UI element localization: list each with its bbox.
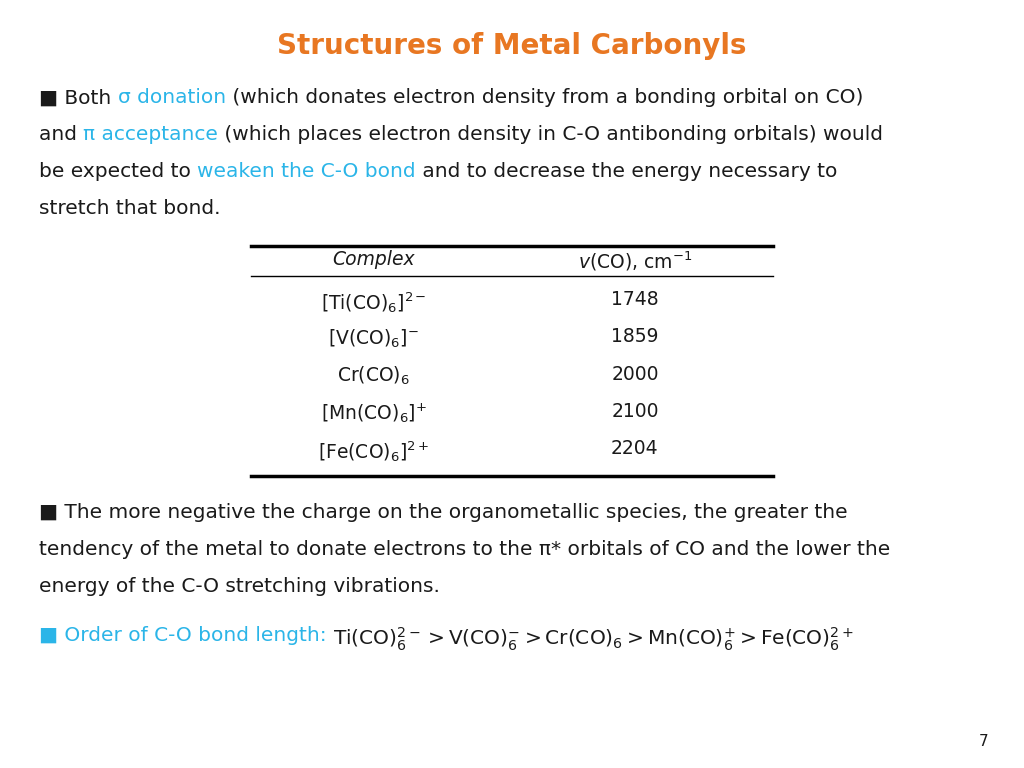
Text: and: and: [39, 125, 83, 144]
Text: $\mathrm{Cr(CO)_6}$: $\mathrm{Cr(CO)_6}$: [337, 365, 411, 387]
Text: tendency of the metal to donate electrons to the π* orbitals of CO and the lower: tendency of the metal to donate electron…: [39, 540, 890, 559]
Text: π acceptance: π acceptance: [83, 125, 218, 144]
Text: stretch that bond.: stretch that bond.: [39, 199, 220, 218]
Text: 2100: 2100: [611, 402, 658, 421]
Text: 2000: 2000: [611, 365, 658, 384]
Text: energy of the C-O stretching vibrations.: energy of the C-O stretching vibrations.: [39, 577, 439, 596]
Text: be expected to: be expected to: [39, 162, 198, 181]
Text: $[\mathrm{Fe(CO)_6}]^{2+}$: $[\mathrm{Fe(CO)_6}]^{2+}$: [318, 439, 429, 464]
Text: ■ The more negative the charge on the organometallic species, the greater the: ■ The more negative the charge on the or…: [39, 503, 848, 522]
Text: σ donation: σ donation: [118, 88, 225, 108]
Text: $v$(CO), cm$^{-1}$: $v$(CO), cm$^{-1}$: [578, 250, 692, 273]
Text: $[\mathrm{Ti(CO)_6}]^{2-}$: $[\mathrm{Ti(CO)_6}]^{2-}$: [321, 290, 427, 315]
Text: and to decrease the energy necessary to: and to decrease the energy necessary to: [416, 162, 838, 181]
Text: 2204: 2204: [611, 439, 658, 458]
Text: $[\mathrm{Mn(CO)_6}]^{+}$: $[\mathrm{Mn(CO)_6}]^{+}$: [321, 402, 427, 425]
Text: (which places electron density in C-O antibonding orbitals) would: (which places electron density in C-O an…: [218, 125, 883, 144]
Text: Complex: Complex: [333, 250, 415, 269]
Text: ■ Order of C-O bond length:: ■ Order of C-O bond length:: [39, 626, 333, 645]
Text: weaken the C-O bond: weaken the C-O bond: [198, 162, 416, 181]
Text: 1859: 1859: [611, 327, 658, 346]
Text: 7: 7: [979, 733, 988, 749]
Text: $[\mathrm{V(CO)_6}]^{-}$: $[\mathrm{V(CO)_6}]^{-}$: [329, 327, 419, 349]
Text: (which donates electron density from a bonding orbital on CO): (which donates electron density from a b…: [225, 88, 863, 108]
Text: $\mathrm{Ti(CO)_6^{2-} > V(CO)_6^{-} > Cr(CO)_6 > Mn(CO)_6^{+} > Fe(CO)_6^{2+}}$: $\mathrm{Ti(CO)_6^{2-} > V(CO)_6^{-} > C…: [333, 626, 854, 654]
Text: ■ Both: ■ Both: [39, 88, 118, 108]
Text: 1748: 1748: [611, 290, 658, 310]
Text: Structures of Metal Carbonyls: Structures of Metal Carbonyls: [278, 32, 746, 60]
